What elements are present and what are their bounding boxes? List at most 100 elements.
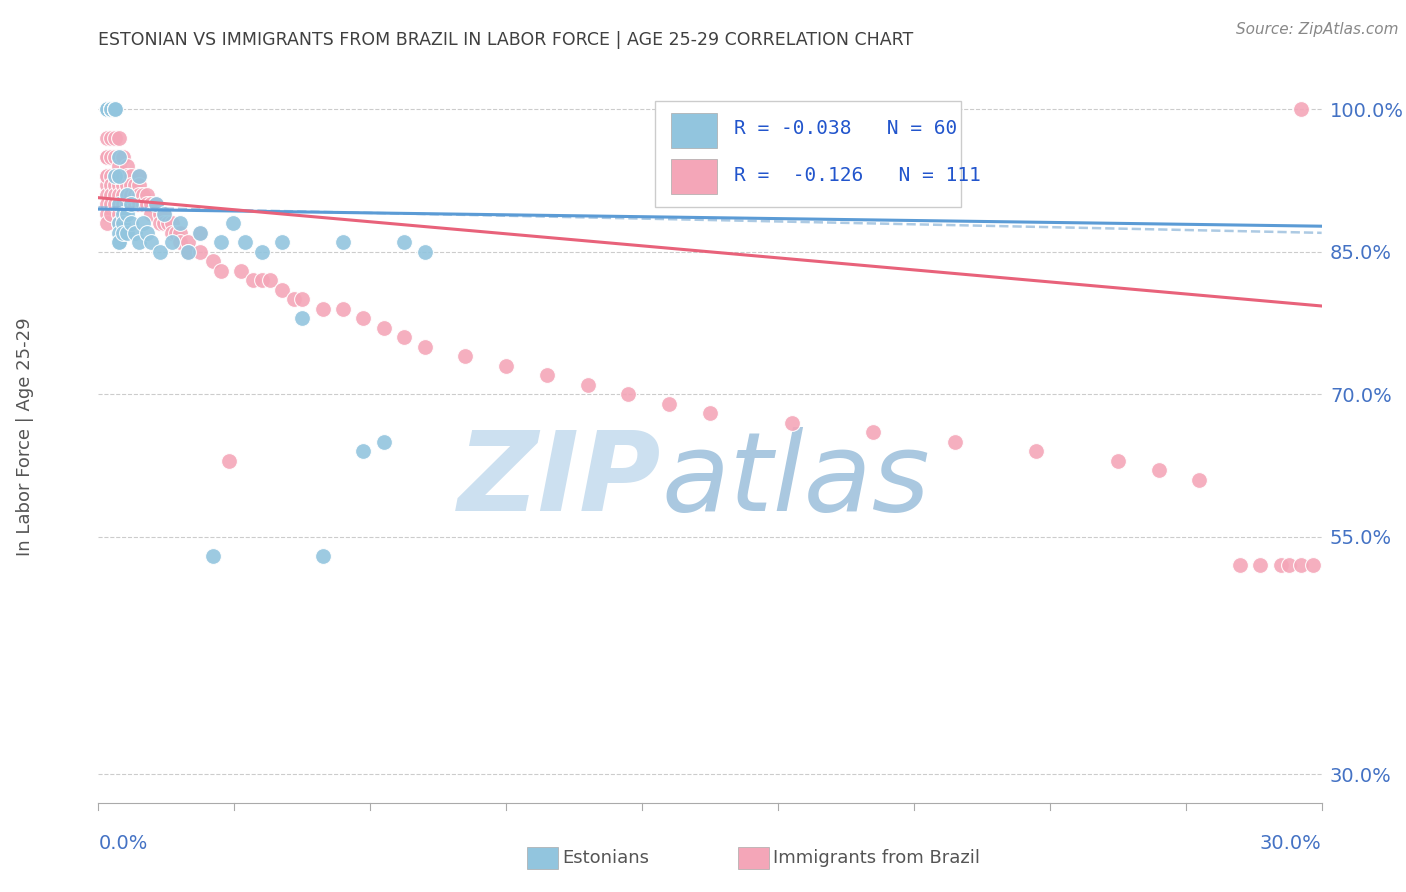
Point (332, 301, 354, 316)
Point (100, 169, 122, 183)
Point (100, 103, 122, 117)
Point (104, 150, 127, 164)
Point (128, 169, 150, 183)
Point (128, 178, 150, 193)
Point (209, 235, 232, 250)
Point (780, 416, 803, 430)
Point (108, 169, 131, 183)
Point (132, 216, 155, 230)
Point (201, 254, 224, 268)
Point (177, 244, 200, 259)
FancyBboxPatch shape (671, 113, 717, 148)
Point (104, 197, 127, 211)
Point (943, 434, 966, 449)
Point (111, 216, 134, 230)
Point (392, 235, 416, 250)
Point (115, 187, 138, 202)
Point (111, 169, 134, 183)
Point (108, 216, 131, 230)
Point (242, 273, 264, 287)
Text: 0.0%: 0.0% (98, 834, 148, 853)
Point (104, 178, 127, 193)
Point (149, 216, 172, 230)
Point (141, 235, 163, 250)
Point (115, 197, 138, 211)
Point (250, 244, 273, 259)
Point (100, 197, 122, 211)
Point (96, 150, 118, 164)
Point (96, 178, 118, 193)
Point (108, 150, 131, 164)
Point (108, 207, 131, 221)
Point (152, 207, 174, 221)
Point (1249, 558, 1271, 573)
Point (1229, 558, 1251, 573)
Point (115, 169, 138, 183)
Point (270, 235, 294, 250)
Point (1107, 454, 1129, 468)
Point (111, 150, 134, 164)
Point (413, 244, 436, 259)
Point (1278, 558, 1301, 573)
Point (312, 301, 335, 316)
FancyBboxPatch shape (655, 101, 960, 207)
Point (96, 103, 118, 117)
Point (124, 178, 146, 193)
Point (104, 103, 127, 117)
Point (128, 197, 150, 211)
Point (218, 454, 240, 468)
Point (169, 226, 191, 240)
Point (1291, 103, 1313, 117)
Point (108, 197, 131, 211)
Point (128, 187, 150, 202)
Point (96, 103, 118, 117)
Point (160, 235, 183, 250)
Point (145, 197, 167, 211)
Text: ZIP: ZIP (457, 427, 661, 534)
Point (100, 103, 122, 117)
Point (104, 103, 127, 117)
Point (108, 197, 131, 211)
Point (120, 178, 142, 193)
Point (108, 226, 131, 240)
Point (149, 244, 172, 259)
Point (169, 235, 191, 250)
Point (96, 207, 118, 221)
Point (120, 187, 142, 202)
Point (124, 197, 146, 211)
Point (104, 131, 127, 145)
Point (104, 169, 127, 183)
Point (108, 235, 131, 250)
Point (373, 321, 395, 335)
Point (132, 197, 155, 211)
Point (177, 244, 200, 259)
Point (576, 377, 599, 392)
Point (124, 226, 146, 240)
Point (658, 397, 681, 411)
Point (96, 197, 118, 211)
Point (536, 368, 558, 383)
Point (96, 169, 118, 183)
Point (115, 159, 138, 173)
Point (96, 169, 118, 183)
Point (201, 549, 224, 563)
Point (104, 169, 127, 183)
Point (100, 103, 122, 117)
Text: R =  -0.126   N = 111: R = -0.126 N = 111 (734, 166, 981, 185)
Point (165, 226, 187, 240)
Text: In Labor Force | Age 25-29: In Labor Force | Age 25-29 (17, 318, 34, 557)
Point (108, 169, 131, 183)
Point (132, 187, 155, 202)
Point (96, 103, 118, 117)
Point (149, 207, 172, 221)
Point (104, 187, 127, 202)
Point (96, 131, 118, 145)
Point (111, 226, 134, 240)
Point (115, 187, 138, 202)
Point (209, 264, 232, 278)
Point (128, 169, 150, 183)
Point (108, 131, 131, 145)
Point (120, 169, 142, 183)
Point (120, 197, 142, 211)
Point (100, 103, 122, 117)
